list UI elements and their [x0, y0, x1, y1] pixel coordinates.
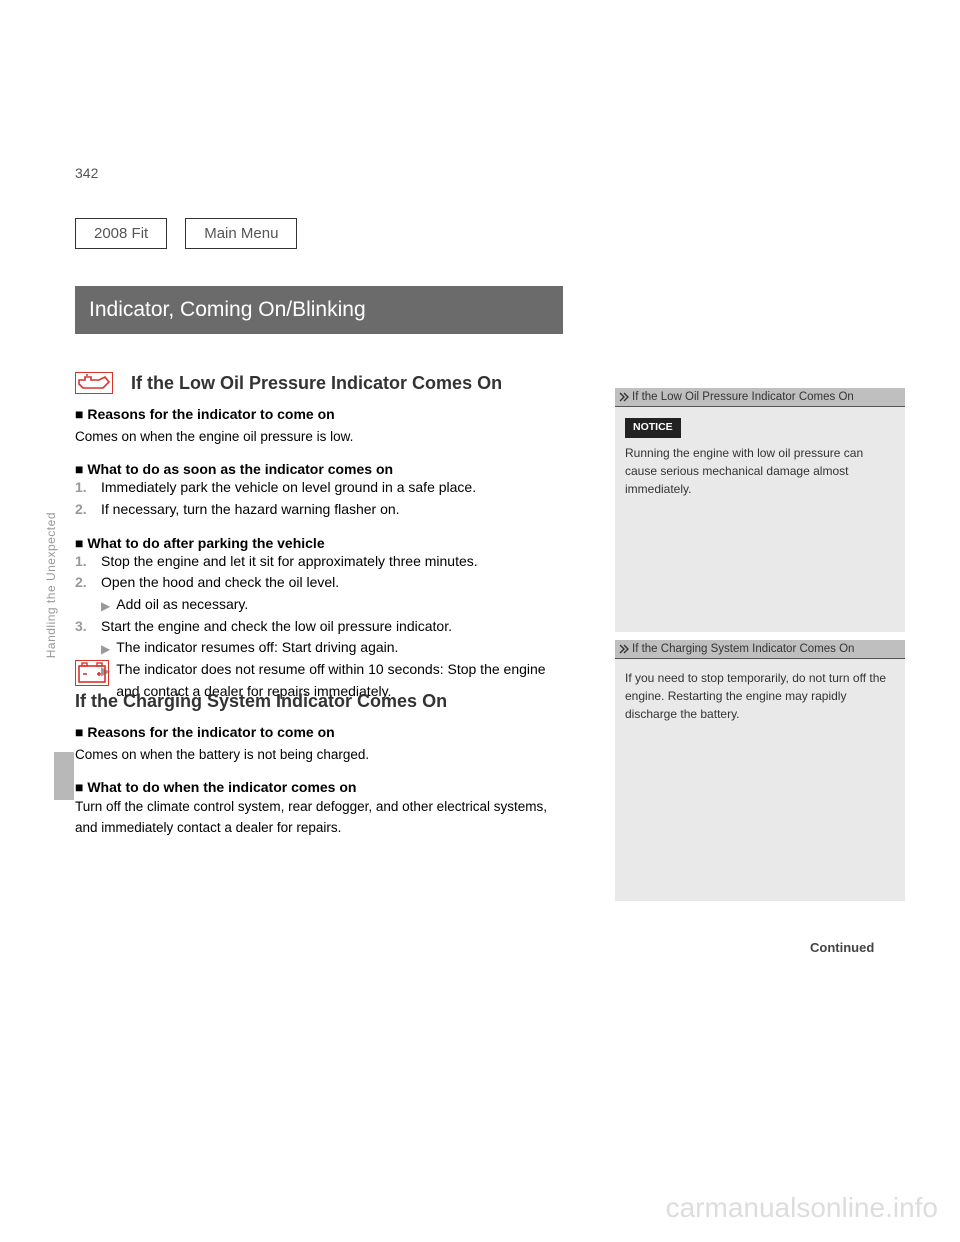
reasons-body-1: Comes on when the engine oil pressure is…: [75, 427, 565, 447]
side-header-text: If the Low Oil Pressure Indicator Comes …: [632, 391, 854, 403]
watermark: carmanualsonline.info: [666, 1192, 938, 1224]
vertical-section-label: Handling the Unexpected: [44, 512, 58, 658]
step-text: Open the hood and check the oil level.: [101, 572, 565, 594]
battery-icon: [75, 660, 109, 686]
reasons-head-2: ■ Reasons for the indicator to come on: [75, 722, 565, 743]
box-year[interactable]: 2008 Fit: [75, 218, 167, 249]
box-mainmenu[interactable]: Main Menu: [185, 218, 297, 249]
step-num: 1.: [75, 477, 101, 499]
sub-text: Add oil as necessary.: [116, 594, 248, 616]
what-head-2: ■ What to do after parking the vehicle: [75, 535, 565, 551]
section2-body: Turn off the climate control system, rea…: [75, 797, 565, 838]
what-head-1: ■ What to do as soon as the indicator co…: [75, 461, 565, 477]
page-number: 342: [75, 165, 98, 181]
chevron-right-icon: [619, 644, 629, 654]
step-num: 2.: [75, 572, 101, 594]
sidebar-note-oil: If the Low Oil Pressure Indicator Comes …: [615, 388, 905, 632]
continued-label: Continued: [810, 940, 874, 955]
step-num: 3.: [75, 616, 101, 638]
sidebar-note-charging: If the Charging System Indicator Comes O…: [615, 640, 905, 901]
side2-body: If you need to stop temporarily, do not …: [625, 669, 895, 723]
step-text: Start the engine and check the low oil p…: [101, 616, 565, 638]
side-header-text: If the Charging System Indicator Comes O…: [632, 643, 854, 655]
sub-text: The indicator resumes off: Start driving…: [116, 637, 398, 659]
bullet-icon: ▶: [101, 640, 110, 659]
section-low-oil: If the Low Oil Pressure Indicator Comes …: [75, 372, 565, 702]
section1-title: If the Low Oil Pressure Indicator Comes …: [131, 373, 502, 394]
nav-boxes: 2008 Fit Main Menu: [75, 218, 297, 249]
bullet-icon: ▶: [101, 597, 110, 616]
section2-title: If the Charging System Indicator Comes O…: [75, 691, 565, 712]
section-header: Indicator, Coming On/Blinking: [75, 286, 563, 334]
reasons-body-2: Comes on when the battery is not being c…: [75, 745, 565, 765]
step-text: Immediately park the vehicle on level gr…: [101, 477, 565, 499]
what-head-3: ■ What to do when the indicator comes on: [75, 779, 565, 795]
step-text: Stop the engine and let it sit for appro…: [101, 551, 565, 573]
reasons-head-1: ■ Reasons for the indicator to come on: [75, 404, 565, 425]
step-num: 1.: [75, 551, 101, 573]
side-header-2: If the Charging System Indicator Comes O…: [615, 640, 905, 659]
notice-badge: NOTICE: [625, 418, 681, 438]
step-num: 2.: [75, 499, 101, 521]
section-charging: If the Charging System Indicator Comes O…: [75, 660, 565, 838]
chevron-right-icon: [619, 392, 629, 402]
oil-can-icon: [75, 372, 113, 394]
side-tab: [54, 752, 74, 800]
side1-body: Running the engine with low oil pressure…: [625, 444, 895, 498]
side-header-1: If the Low Oil Pressure Indicator Comes …: [615, 388, 905, 407]
step-text: If necessary, turn the hazard warning fl…: [101, 499, 565, 521]
